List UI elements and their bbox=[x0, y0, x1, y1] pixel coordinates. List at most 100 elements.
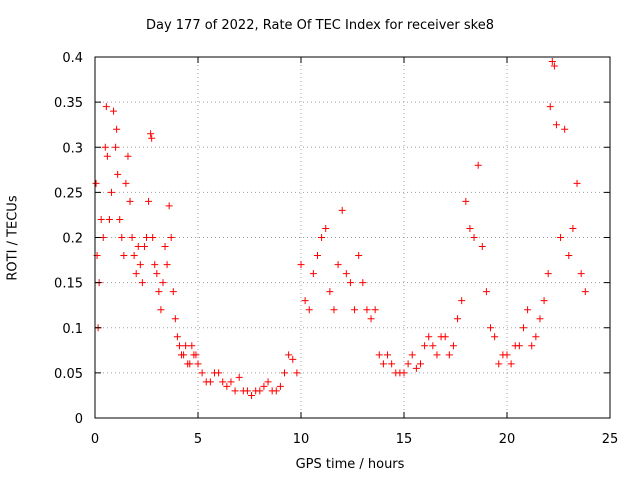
data-point bbox=[163, 261, 171, 269]
data-point bbox=[165, 202, 173, 210]
data-point bbox=[297, 261, 305, 269]
data-point bbox=[433, 351, 441, 359]
data-point bbox=[105, 215, 113, 223]
y-tick-label: 0.15 bbox=[54, 277, 83, 292]
data-point bbox=[206, 378, 214, 386]
data-point bbox=[346, 279, 354, 287]
y-tick-label: 0 bbox=[75, 412, 83, 427]
data-point bbox=[552, 121, 560, 129]
data-point bbox=[487, 324, 495, 332]
data-point bbox=[565, 252, 573, 260]
data-point bbox=[175, 342, 183, 350]
data-point bbox=[466, 224, 474, 232]
data-point bbox=[140, 243, 148, 251]
data-point bbox=[153, 270, 161, 278]
data-point bbox=[124, 152, 132, 160]
data-point bbox=[561, 125, 569, 133]
data-point bbox=[192, 351, 200, 359]
y-tick-label: 0.35 bbox=[54, 96, 83, 111]
data-point bbox=[363, 306, 371, 314]
data-point bbox=[171, 315, 179, 323]
data-point bbox=[92, 179, 100, 187]
y-axis-label: ROTI / TECUs bbox=[5, 195, 21, 281]
data-point bbox=[143, 234, 150, 241]
data-point bbox=[148, 134, 156, 142]
data-point bbox=[231, 387, 239, 395]
x-tick-label: 25 bbox=[602, 432, 619, 447]
data-point bbox=[544, 270, 552, 278]
data-point bbox=[429, 342, 437, 350]
data-point bbox=[367, 315, 375, 323]
data-point bbox=[425, 333, 433, 341]
data-point bbox=[182, 342, 190, 350]
data-point bbox=[293, 369, 301, 377]
data-point bbox=[445, 351, 453, 359]
data-point bbox=[128, 234, 136, 241]
data-point bbox=[260, 382, 268, 390]
data-point bbox=[188, 342, 196, 350]
data-point bbox=[371, 306, 379, 314]
y-tick-label: 0.2 bbox=[62, 232, 83, 247]
data-point bbox=[449, 342, 457, 350]
data-point bbox=[235, 373, 243, 381]
data-point bbox=[215, 369, 223, 377]
data-point bbox=[326, 288, 334, 296]
data-point bbox=[161, 243, 169, 251]
data-point bbox=[462, 197, 470, 205]
data-point bbox=[441, 333, 449, 341]
y-axis-ticks: 0 0.05 0.1 0.15 0.2 0.25 0.3 0.35 0.4 bbox=[54, 51, 610, 427]
data-point bbox=[577, 270, 585, 278]
data-point bbox=[519, 324, 527, 332]
data-point bbox=[355, 252, 363, 260]
data-point bbox=[532, 333, 540, 341]
data-point bbox=[404, 360, 412, 368]
data-point bbox=[351, 306, 359, 314]
y-tick-label: 0.05 bbox=[54, 367, 83, 382]
data-point bbox=[416, 360, 424, 368]
data-point bbox=[112, 143, 120, 151]
data-point bbox=[421, 342, 429, 350]
data-point bbox=[540, 297, 548, 305]
data-point bbox=[130, 252, 138, 260]
y-tick-label: 0.3 bbox=[62, 141, 83, 156]
y-tick-label: 0.1 bbox=[62, 322, 83, 337]
data-point bbox=[186, 360, 194, 368]
data-point bbox=[102, 103, 110, 111]
data-point bbox=[318, 234, 326, 241]
data-point bbox=[194, 360, 202, 368]
data-point bbox=[548, 58, 556, 66]
data-point bbox=[101, 143, 109, 151]
data-point bbox=[515, 342, 523, 350]
data-point bbox=[458, 297, 466, 305]
data-point bbox=[546, 103, 554, 111]
data-point bbox=[524, 306, 532, 314]
data-point bbox=[110, 107, 118, 115]
data-point bbox=[313, 252, 321, 260]
data-point bbox=[281, 369, 289, 377]
data-point bbox=[491, 333, 499, 341]
y-tick-label: 0.4 bbox=[62, 51, 83, 66]
data-point bbox=[180, 351, 188, 359]
chart-title: Day 177 of 2022, Rate Of TEC Index for r… bbox=[145, 18, 495, 33]
data-point bbox=[338, 206, 346, 214]
data-point bbox=[581, 288, 589, 296]
data-point bbox=[243, 387, 251, 395]
data-point bbox=[309, 270, 317, 278]
data-point bbox=[122, 179, 130, 187]
data-point bbox=[285, 351, 293, 359]
data-point bbox=[474, 161, 482, 169]
data-point bbox=[97, 215, 105, 223]
data-point bbox=[248, 391, 256, 399]
data-point bbox=[334, 261, 342, 269]
data-point bbox=[118, 234, 126, 241]
data-point bbox=[169, 288, 177, 296]
data-point bbox=[375, 351, 383, 359]
data-point bbox=[149, 234, 157, 241]
x-tick-label: 20 bbox=[499, 432, 516, 447]
data-point bbox=[151, 261, 159, 269]
data-point bbox=[289, 355, 297, 363]
data-point bbox=[557, 234, 565, 241]
data-point bbox=[147, 130, 155, 138]
data-point bbox=[342, 270, 350, 278]
